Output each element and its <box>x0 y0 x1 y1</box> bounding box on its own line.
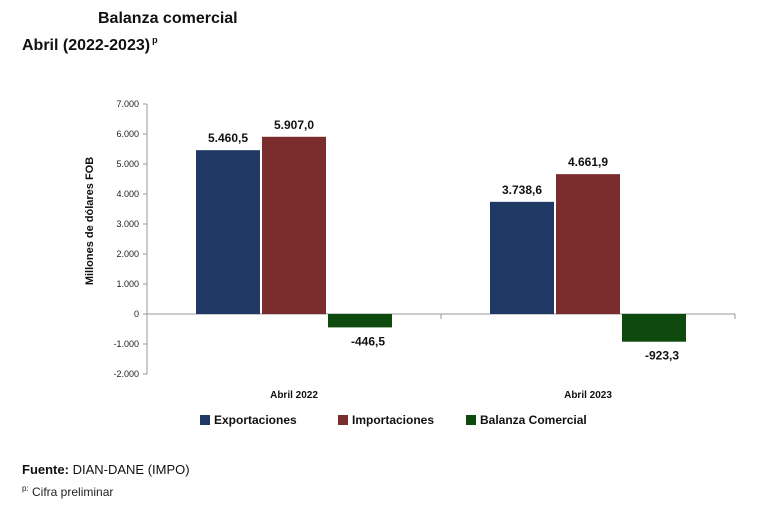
preliminary-note: p: Cifra preliminar <box>22 484 113 499</box>
chart-title: Balanza comercial <box>98 10 238 27</box>
data-label: 5.460,5 <box>208 131 248 145</box>
source-note: Fuente: DIAN-DANE (IMPO) <box>22 462 190 477</box>
y-tick-label: 6.000 <box>116 129 139 139</box>
data-label: -923,3 <box>645 349 679 363</box>
data-label: 5.907,0 <box>274 118 314 132</box>
y-tick-label: 1.000 <box>116 279 139 289</box>
legend-label: Exportaciones <box>214 413 297 427</box>
legend-swatch <box>338 415 348 425</box>
bar-2-2 <box>556 174 620 314</box>
x-category-label: Abril 2022 <box>270 390 318 401</box>
bar-2-1 <box>262 136 326 314</box>
bar-3-2 <box>622 314 686 342</box>
legend-swatch <box>466 415 476 425</box>
y-tick-label: 2.000 <box>116 249 139 259</box>
preliminary-marker: p <box>152 35 158 45</box>
y-tick-label: 5.000 <box>116 159 139 169</box>
data-label: -446,5 <box>351 334 385 348</box>
y-tick-label: 0 <box>134 309 139 319</box>
legend-label: Balanza Comercial <box>480 413 587 427</box>
bar-3-1 <box>328 314 392 328</box>
y-tick-label: 7.000 <box>116 99 139 109</box>
data-label: 3.738,6 <box>502 183 542 197</box>
y-axis-title: Millones de dólares FOB <box>84 157 96 285</box>
note-marker: p: <box>22 484 29 493</box>
y-tick-label: -1.000 <box>113 339 139 349</box>
data-label: 4.661,9 <box>568 155 608 169</box>
chart-subtitle: Abril (2022-2023) p <box>22 35 158 55</box>
y-tick-label: -2.000 <box>113 369 139 379</box>
bar-1-2 <box>490 201 554 314</box>
legend-swatch <box>200 415 210 425</box>
y-tick-label: 4.000 <box>116 189 139 199</box>
bar-1-1 <box>196 150 260 314</box>
source-text: DIAN-DANE (IMPO) <box>72 462 190 477</box>
note-text: Cifra preliminar <box>32 485 114 499</box>
legend-label: Importaciones <box>352 413 434 427</box>
source-label: Fuente: <box>22 462 69 477</box>
y-tick-label: 3.000 <box>116 219 139 229</box>
x-category-label: Abril 2023 <box>564 390 612 401</box>
chart-subtitle-text: Abril (2022-2023) <box>22 37 151 54</box>
